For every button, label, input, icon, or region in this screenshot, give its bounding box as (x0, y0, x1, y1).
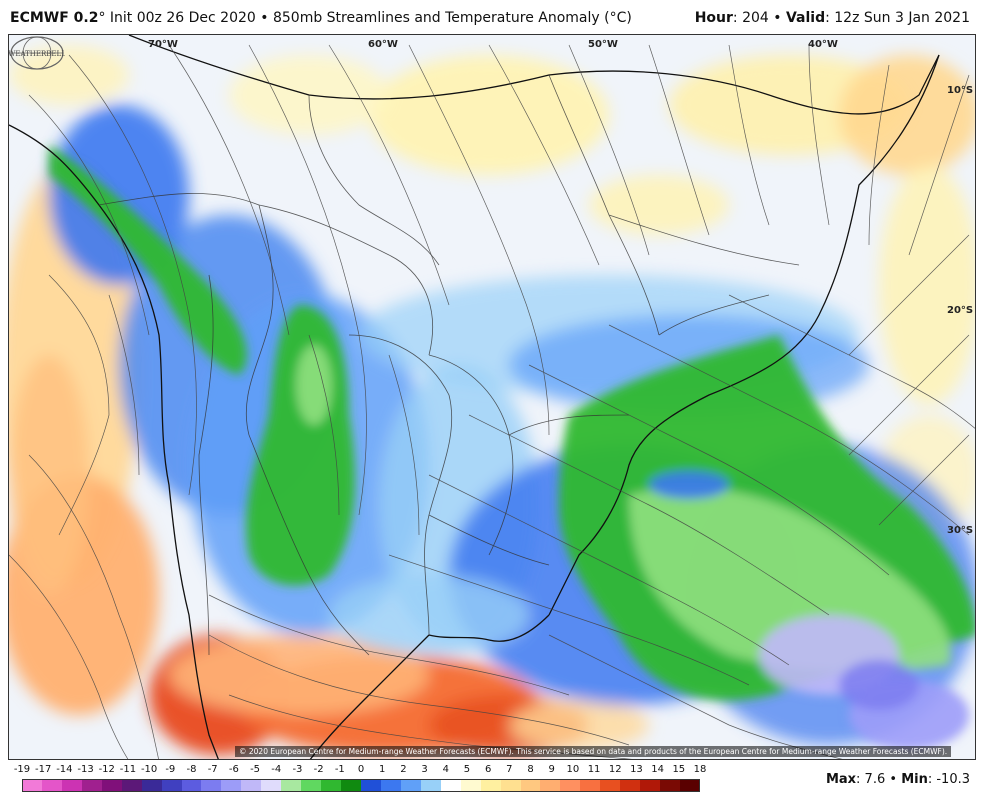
colorbar-swatch (61, 779, 83, 792)
colorbar-swatch (81, 779, 103, 792)
colorbar-tick-label: 12 (608, 764, 622, 775)
colorbar-tick-label: 1 (379, 764, 386, 775)
colorbar-swatch (440, 779, 462, 792)
colorbar-tick-label: 14 (651, 764, 664, 775)
anomaly-field (9, 35, 975, 759)
header-bar: ECMWF 0.2° Init 00z 26 Dec 2020 • 850mb … (0, 0, 984, 34)
colorbar-swatch (620, 779, 641, 792)
colorbar-tick-label: -11 (119, 764, 137, 775)
colorbar-swatch (341, 779, 362, 792)
colorbar-swatch (121, 779, 143, 792)
colorbar-swatch (580, 779, 601, 792)
latitude-label: 10°S (947, 85, 974, 96)
colorbar-swatch (380, 779, 402, 792)
max-label: Max (825, 772, 857, 787)
colorbar-tick-label: -4 (271, 764, 282, 775)
product-name: 850mb Streamlines and Temperature Anomal… (272, 10, 632, 26)
colorbar-swatch (640, 779, 661, 792)
max-min-readout: Max: 7.6 • Min: -10.3 (825, 772, 970, 787)
colorbar-tick-label: -12 (98, 764, 115, 775)
longitude-label: 50°W (588, 39, 618, 50)
colorbar-tick-label: 15 (672, 764, 686, 775)
coastline (9, 35, 940, 759)
min-label: Min (901, 772, 928, 787)
colorbar-swatch (201, 779, 222, 792)
colorbar-swatch (161, 779, 183, 792)
colorbar-tick-label: -8 (186, 764, 197, 775)
colorbar-tick-label: -13 (77, 764, 94, 775)
colorbar-swatch (420, 779, 442, 792)
colorbar-swatch (221, 779, 242, 792)
colorbar-tick-label: 9 (548, 764, 555, 775)
svg-text:WEATHERBELL: WEATHERBELL (9, 50, 65, 58)
hour-value: : 204 (732, 10, 769, 26)
colorbar-swatch (680, 779, 701, 792)
colorbar-swatch (500, 779, 522, 792)
colorbar-swatch (600, 779, 621, 792)
colorbar-tick-label: 6 (484, 764, 492, 775)
colorbar-tick-label: -2 (313, 764, 324, 775)
colorbar-swatch (460, 779, 482, 792)
streamlines (9, 44, 975, 759)
colorbar-swatch (241, 779, 262, 792)
colorbar-swatch (321, 779, 342, 792)
colorbar-tick-label: 4 (442, 764, 449, 775)
longitude-label: 40°W (808, 39, 838, 50)
colorbar-swatch (480, 779, 502, 792)
colorbar-swatch (22, 779, 43, 792)
colorbar-tick-label: 13 (630, 764, 643, 775)
colorbar-tick-label: 8 (527, 764, 534, 775)
weatherbell-globe-icon: WEATHERBELL (9, 36, 65, 70)
colorbar-tick-label: 11 (587, 764, 601, 775)
colorbar-tick-label: -19 (13, 764, 31, 775)
colorbar-swatch (181, 779, 202, 792)
valid-time: Hour: 204 • Valid: 12z Sun 3 Jan 2021 (694, 10, 970, 26)
colorbar-swatch (560, 779, 581, 792)
colorbar-tick-label: 5 (463, 764, 471, 775)
colorbar-swatch (41, 779, 63, 792)
max-value: : 7.6 (856, 772, 886, 787)
model-name: ECMWF 0.2 (10, 10, 99, 26)
init-time: Init 00z 26 Dec 2020 (109, 10, 256, 26)
colorbar-tick-label: -7 (207, 764, 218, 775)
map-title: ECMWF 0.2° Init 00z 26 Dec 2020 • 850mb … (10, 10, 632, 26)
country-borders (98, 74, 800, 656)
colorbar-swatch (141, 779, 163, 792)
colorbar-swatch (281, 779, 302, 792)
colorbar-frame (22, 779, 700, 792)
colorbar-tick-label: 7 (506, 764, 513, 775)
colorbar-tick-label: 18 (693, 764, 707, 775)
copyright-notice: © 2020 European Centre for Medium-range … (235, 746, 952, 757)
colorbar-tick-label: 10 (566, 764, 580, 775)
weather-map: 70°W 60°W 50°W 40°W 10°S 20°S 30°S WEATH… (8, 34, 976, 760)
min-value: : -10.3 (927, 772, 970, 787)
colorbar-swatch (400, 779, 422, 792)
colorbar-tick-label: -6 (228, 764, 239, 775)
colorbar-tick-label: -14 (56, 764, 73, 775)
colorbar-tick-label: 2 (400, 764, 407, 775)
longitude-label: 60°W (368, 39, 398, 50)
colorbar-tick-label: -5 (250, 764, 261, 775)
latitude-label: 20°S (947, 305, 974, 316)
colorbar-tick-label: -3 (292, 764, 303, 775)
valid-label: Valid (785, 10, 826, 26)
colorbar-tick-label: 0 (357, 764, 365, 775)
colorbar-tick-label: -9 (165, 764, 176, 775)
colorbar-swatch (660, 779, 681, 792)
latitude-label: 30°S (947, 525, 974, 536)
colorbar-tick-label: 3 (421, 764, 428, 775)
colorbar-swatch (261, 779, 282, 792)
colorbar-tick-label: -17 (35, 764, 52, 775)
colorbar-tick-label: -1 (334, 764, 345, 775)
colorbar-swatch (361, 779, 382, 792)
colorbar-swatch (101, 779, 123, 792)
colorbar-swatch (301, 779, 322, 792)
longitude-label: 70°W (148, 39, 178, 50)
colorbar-tick-label: -10 (140, 764, 158, 775)
colorbar-swatch (520, 779, 541, 792)
valid-value: : 12z Sun 3 Jan 2021 (825, 10, 970, 26)
colorbar-swatch (540, 779, 561, 792)
hour-label: Hour (694, 10, 733, 26)
